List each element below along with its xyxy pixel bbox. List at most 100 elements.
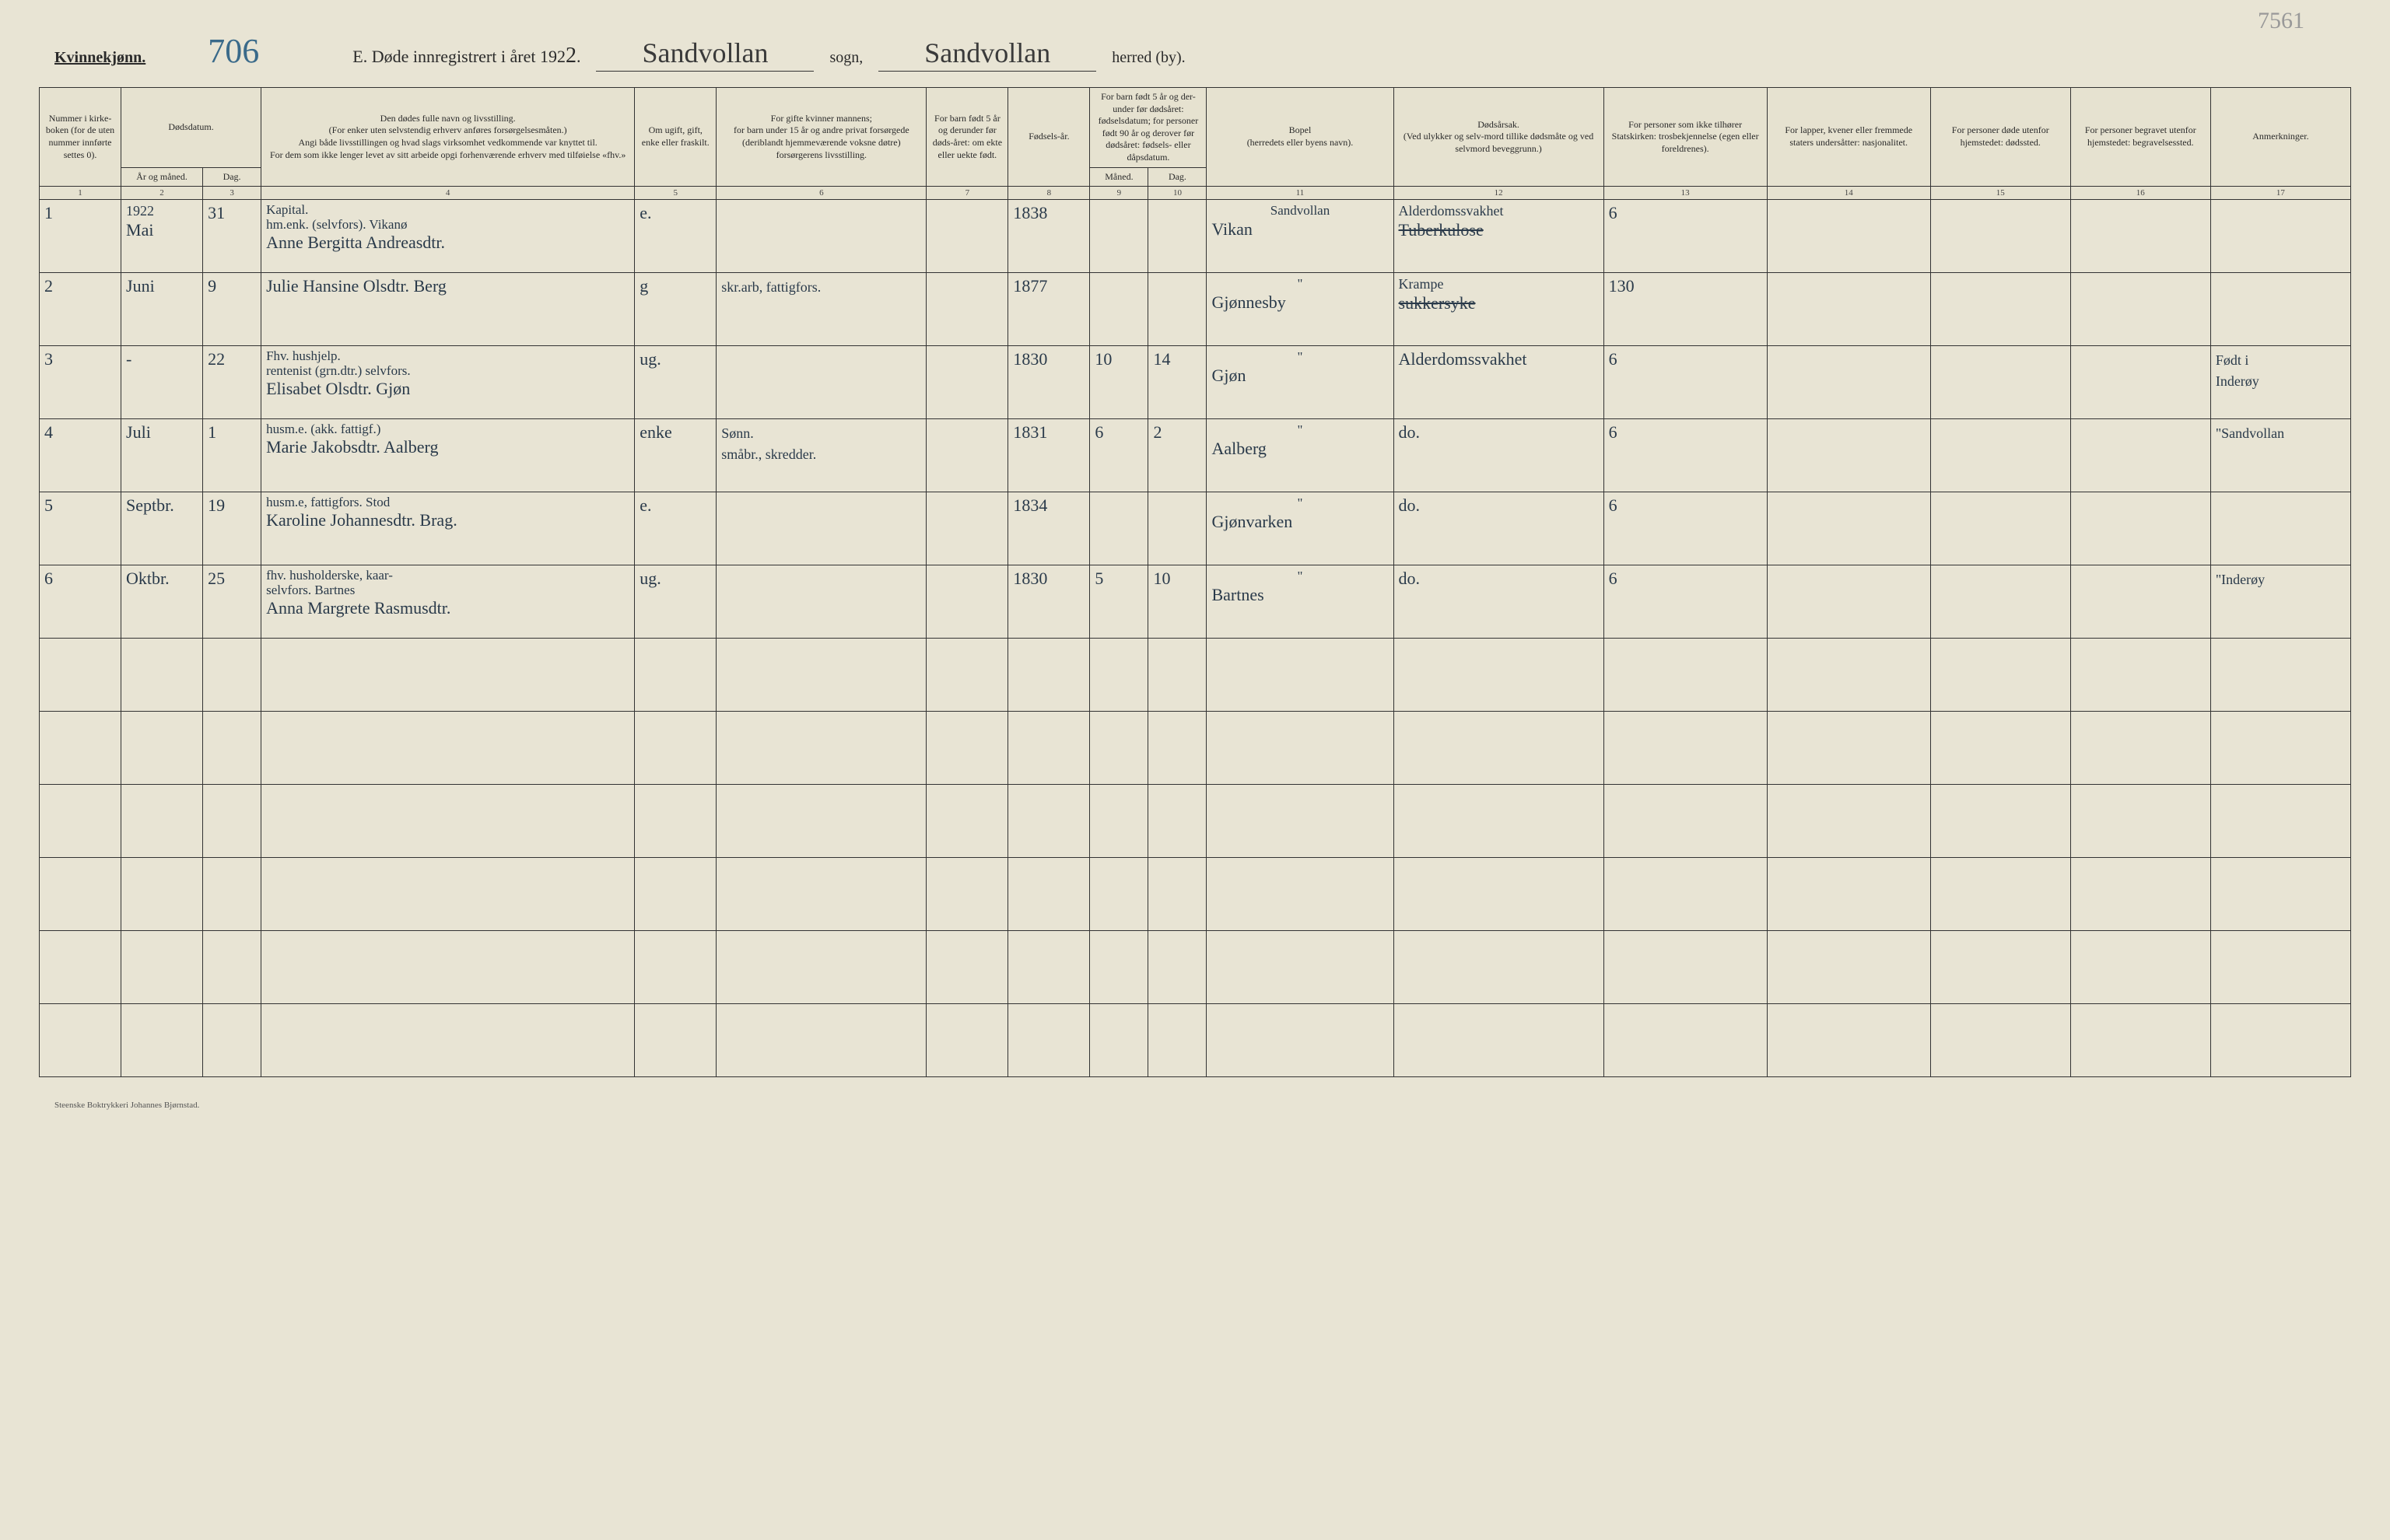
cell-name: Fhv. hushjelp. rentenist (grn.dtr.) selv… (261, 346, 635, 419)
cell-remarks: Født i Inderøy (2210, 346, 2350, 419)
cell-birth-day (1148, 200, 1207, 273)
cell-birth-year: 1831 (1008, 419, 1090, 492)
cell-c16 (2070, 273, 2210, 346)
empty-cell (40, 785, 121, 858)
cell-c15 (1930, 273, 2070, 346)
col-number: 10 (1148, 187, 1207, 200)
empty-cell (717, 858, 927, 931)
col-header-12: Dødsårsak. (Ved ulykker og selv-mord til… (1393, 88, 1603, 187)
empty-cell (2210, 639, 2350, 712)
cell-status: e. (635, 200, 717, 273)
cell-number: 3 (40, 346, 121, 419)
empty-cell (1090, 858, 1148, 931)
empty-cell (2070, 858, 2210, 931)
sogn-value: Sandvollan (596, 37, 814, 72)
empty-cell (203, 858, 261, 931)
cell-c13: 6 (1603, 200, 1767, 273)
empty-cell (1207, 858, 1393, 931)
empty-cell (1148, 639, 1207, 712)
cell-birth-month: 10 (1090, 346, 1148, 419)
col-number: 17 (2210, 187, 2350, 200)
cell-number: 6 (40, 565, 121, 639)
cell-day: 22 (203, 346, 261, 419)
col-number: 2 (121, 187, 203, 200)
col-header-8: Fødsels-år. (1008, 88, 1090, 187)
cell-spouse (717, 492, 927, 565)
empty-cell (40, 1004, 121, 1077)
empty-cell (1767, 1004, 1930, 1077)
col-number: 11 (1207, 187, 1393, 200)
cell-c13: 6 (1603, 419, 1767, 492)
gender-label: Kvinnekjønn. (54, 49, 145, 67)
empty-cell (1603, 639, 1767, 712)
empty-cell (1393, 639, 1603, 712)
empty-row (40, 639, 2351, 712)
col-number: 1 (40, 187, 121, 200)
cell-c15 (1930, 565, 2070, 639)
cell-status: ug. (635, 565, 717, 639)
col-header-17: Anmerkninger. (2210, 88, 2350, 187)
col-header-11: Bopel (herredets eller byens navn). (1207, 88, 1393, 187)
cell-remarks: "Sandvollan (2210, 419, 2350, 492)
cell-legitimate (927, 565, 1008, 639)
empty-cell (927, 639, 1008, 712)
empty-cell (203, 785, 261, 858)
empty-cell (927, 1004, 1008, 1077)
cell-birth-day: 10 (1148, 565, 1207, 639)
title-period: . (576, 47, 581, 66)
col-header-14: For lapper, kvener eller fremmede stater… (1767, 88, 1930, 187)
empty-cell (203, 931, 261, 1004)
empty-cell (2070, 1004, 2210, 1077)
cell-birth-month (1090, 273, 1148, 346)
col-header-9-10: For barn født 5 år og der-under før døds… (1090, 88, 1207, 168)
cell-number: 2 (40, 273, 121, 346)
cell-cause: do. (1393, 565, 1603, 639)
empty-cell (717, 1004, 927, 1077)
empty-cell (1393, 712, 1603, 785)
empty-cell (261, 931, 635, 1004)
cell-c16 (2070, 565, 2210, 639)
cell-year-month: Septbr. (121, 492, 203, 565)
empty-cell (40, 639, 121, 712)
cell-name: Kapital. hm.enk. (selvfors). VikanøAnne … (261, 200, 635, 273)
col-number: 15 (1930, 187, 2070, 200)
cell-birth-month (1090, 200, 1148, 273)
empty-cell (635, 639, 717, 712)
cell-place: "Bartnes (1207, 565, 1393, 639)
record-row: 11922Mai31Kapital. hm.enk. (selvfors). V… (40, 200, 2351, 273)
empty-cell (203, 639, 261, 712)
cell-spouse: Sønn. småbr., skredder. (717, 419, 927, 492)
empty-cell (121, 712, 203, 785)
cell-remarks (2210, 200, 2350, 273)
empty-cell (927, 712, 1008, 785)
empty-cell (1603, 712, 1767, 785)
empty-row (40, 1004, 2351, 1077)
cell-remarks (2210, 273, 2350, 346)
empty-cell (1207, 785, 1393, 858)
herred-value: Sandvollan (878, 37, 1096, 72)
cell-day: 1 (203, 419, 261, 492)
empty-cell (1008, 639, 1090, 712)
cell-c14 (1767, 346, 1930, 419)
cell-year-month: Juni (121, 273, 203, 346)
empty-cell (2210, 712, 2350, 785)
empty-row (40, 858, 2351, 931)
empty-cell (717, 639, 927, 712)
empty-cell (635, 1004, 717, 1077)
cell-cause: AlderdomssvakhetTuberkulose (1393, 200, 1603, 273)
empty-cell (1393, 785, 1603, 858)
cell-name: husm.e. (akk. fattigf.)Marie Jakobsdtr. … (261, 419, 635, 492)
cell-status: enke (635, 419, 717, 492)
col-header-1: Nummer i kirke-boken (for de uten nummer… (40, 88, 121, 187)
col-header-7: For barn født 5 år og derunder før døds-… (927, 88, 1008, 187)
cell-year-month: 1922Mai (121, 200, 203, 273)
empty-cell (121, 639, 203, 712)
empty-cell (2070, 931, 2210, 1004)
empty-cell (1393, 858, 1603, 931)
empty-cell (40, 858, 121, 931)
cell-day: 9 (203, 273, 261, 346)
empty-cell (1148, 858, 1207, 931)
cell-status: g (635, 273, 717, 346)
empty-cell (927, 858, 1008, 931)
cell-day: 31 (203, 200, 261, 273)
